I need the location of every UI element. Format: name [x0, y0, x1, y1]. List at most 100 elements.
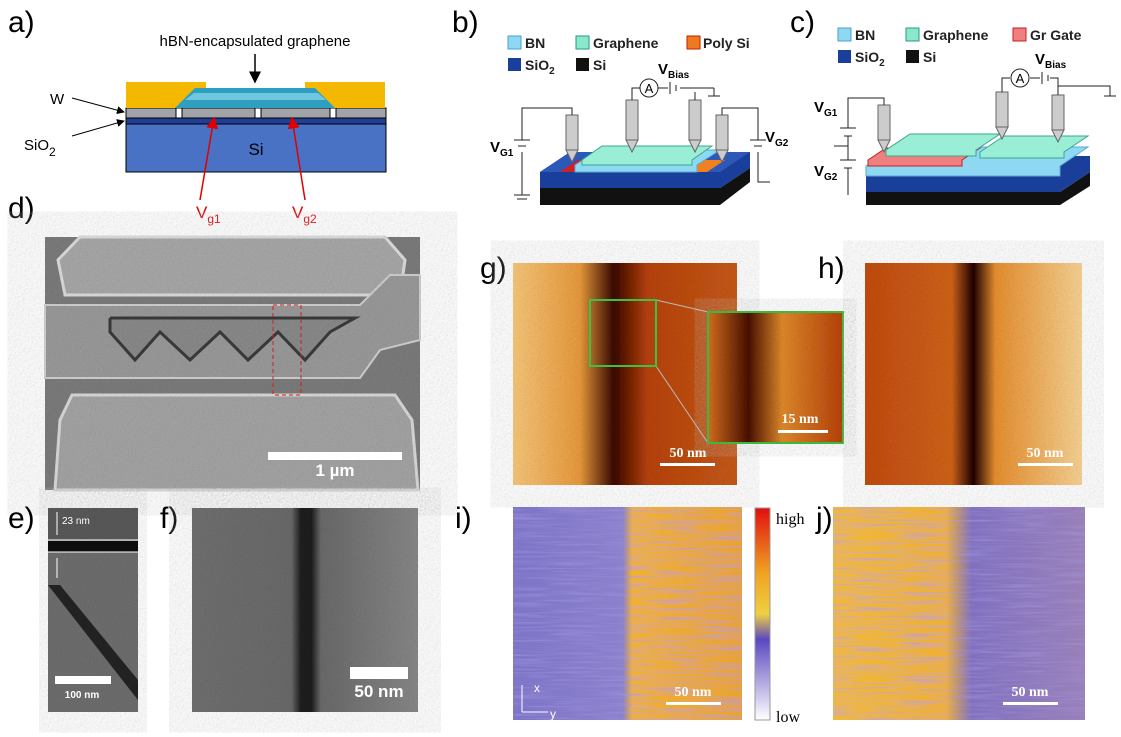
gap — [329, 107, 337, 119]
scale-label: 50 nm — [1012, 685, 1049, 700]
subscript: g2 — [303, 212, 317, 226]
panel-label: e) — [8, 502, 35, 535]
probes — [565, 99, 729, 164]
subscript: G1 — [500, 148, 514, 159]
scale-label: 50 nm — [1027, 446, 1064, 461]
legend-swatch — [838, 50, 851, 63]
panel-label: d) — [8, 192, 35, 225]
label: SiO — [24, 137, 49, 154]
si-layer — [125, 123, 387, 173]
label: W — [50, 91, 65, 108]
label: V — [196, 203, 208, 222]
graphene — [185, 93, 326, 100]
sem-image — [44, 235, 421, 492]
legend-label: Si — [923, 49, 936, 65]
panel-label: f) — [160, 502, 178, 535]
zoom-line — [655, 299, 709, 313]
legend-label: Graphene — [593, 35, 659, 51]
label: Si — [248, 140, 263, 159]
panel-label: j) — [815, 502, 833, 535]
label: VG1 — [490, 139, 514, 159]
label: V — [814, 163, 824, 180]
label: SiO — [525, 57, 549, 73]
zoom-line — [655, 365, 709, 444]
legend-label: Graphene — [923, 27, 989, 43]
label: SiO — [855, 49, 879, 65]
probes — [877, 91, 1065, 154]
scale-bar — [1018, 463, 1073, 466]
scale-label: 50 nm — [675, 685, 712, 700]
legend-swatch — [1012, 27, 1027, 42]
legend-label: BN — [855, 27, 875, 43]
arrow — [287, 116, 306, 201]
subscript: Bias — [668, 70, 690, 81]
subscript: 2 — [49, 145, 56, 159]
oxide-layer — [125, 117, 387, 125]
legend-label: SiO2 — [525, 57, 555, 77]
scale-bar — [268, 452, 402, 460]
label: VBias — [1035, 51, 1067, 71]
subscript: G2 — [775, 138, 789, 149]
ammeter — [639, 78, 659, 98]
label: V — [814, 99, 824, 116]
legend-swatch — [906, 50, 919, 63]
gap — [175, 107, 183, 119]
label: VG1 — [814, 99, 838, 119]
label: VG2 — [765, 129, 789, 149]
panel-label: c) — [790, 6, 815, 39]
colorbar — [754, 507, 771, 721]
axis-label: x — [534, 681, 540, 695]
panel-label: i) — [455, 502, 472, 535]
label: V — [490, 139, 500, 156]
panel-label: g) — [480, 252, 507, 285]
scale-label: 15 nm — [782, 412, 819, 427]
legend-swatch — [837, 27, 852, 42]
legend-label: SiO2 — [855, 49, 885, 69]
legend-swatch — [575, 35, 590, 50]
zoom-box — [589, 299, 657, 367]
axis-label: y — [550, 707, 556, 721]
legend-label: Si — [593, 57, 606, 73]
scale-label: 50 nm — [354, 682, 403, 701]
scale-bar — [666, 702, 721, 705]
arrow — [71, 119, 125, 137]
map-image — [833, 507, 1085, 720]
label: SiO2 — [24, 137, 56, 159]
graphene — [885, 133, 1002, 157]
panel-label: b) — [452, 6, 479, 39]
scale-bar — [55, 676, 111, 684]
si-layer — [866, 172, 1090, 205]
graphene — [581, 145, 714, 166]
subscript: 2 — [549, 66, 555, 77]
legend-swatch — [686, 35, 701, 50]
ammeter-label: A — [1016, 71, 1025, 86]
legend-swatch — [576, 58, 589, 71]
scale-bar — [1003, 702, 1058, 705]
si-layer — [540, 168, 750, 205]
scale-bar — [660, 463, 715, 466]
subscript: G2 — [824, 172, 838, 183]
ammeter-label: A — [645, 81, 654, 96]
colorbar-high: high — [776, 511, 804, 528]
scale-label: 100 nm — [65, 690, 100, 701]
legend-label: Gr Gate — [1030, 27, 1082, 43]
label: V — [1035, 51, 1045, 68]
legend-label: Poly Si — [703, 35, 750, 51]
scale-label: 50 nm — [670, 446, 707, 461]
panel-label: a) — [8, 6, 35, 39]
label: V — [658, 61, 668, 78]
label: Vg1 — [196, 203, 221, 226]
scale-label: 1 µm — [315, 461, 354, 480]
legend-swatch — [508, 58, 521, 71]
legend-label: BN — [525, 35, 545, 51]
map-image — [513, 507, 742, 720]
label: VBias — [658, 61, 690, 81]
subscript: g1 — [207, 212, 221, 226]
legend-swatch — [507, 35, 522, 50]
scale-bar — [350, 667, 408, 679]
arrow — [199, 116, 219, 201]
subscript: 2 — [879, 58, 885, 69]
layer-title: hBN-encapsulated graphene — [160, 33, 351, 50]
arrow — [71, 97, 125, 115]
